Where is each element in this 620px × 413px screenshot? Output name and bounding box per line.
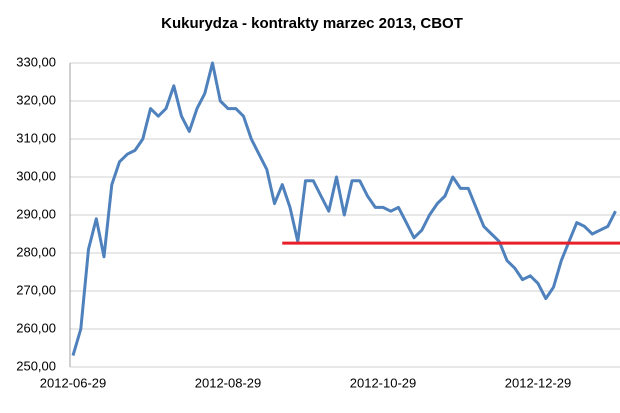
x-tick-label: 2012-06-29 [40,375,107,390]
y-tick-label: 250,00 [16,358,56,373]
y-tick-label: 300,00 [16,168,56,183]
y-tick-label: 280,00 [16,244,56,259]
price-line [71,61,617,357]
y-tick-label: 260,00 [16,320,56,335]
chart-title: Kukurydza - kontrakty marzec 2013, CBOT [161,15,463,32]
x-tick-label: 2012-12-29 [505,375,572,390]
y-tick-label: 270,00 [16,282,56,297]
x-tick-label: 2012-10-29 [350,375,417,390]
y-tick-label: 290,00 [16,206,56,221]
x-tick-label: 2012-08-29 [195,375,262,390]
y-tick-label: 330,00 [16,54,56,69]
y-tick-label: 310,00 [16,130,56,145]
y-tick-label: 320,00 [16,92,56,107]
